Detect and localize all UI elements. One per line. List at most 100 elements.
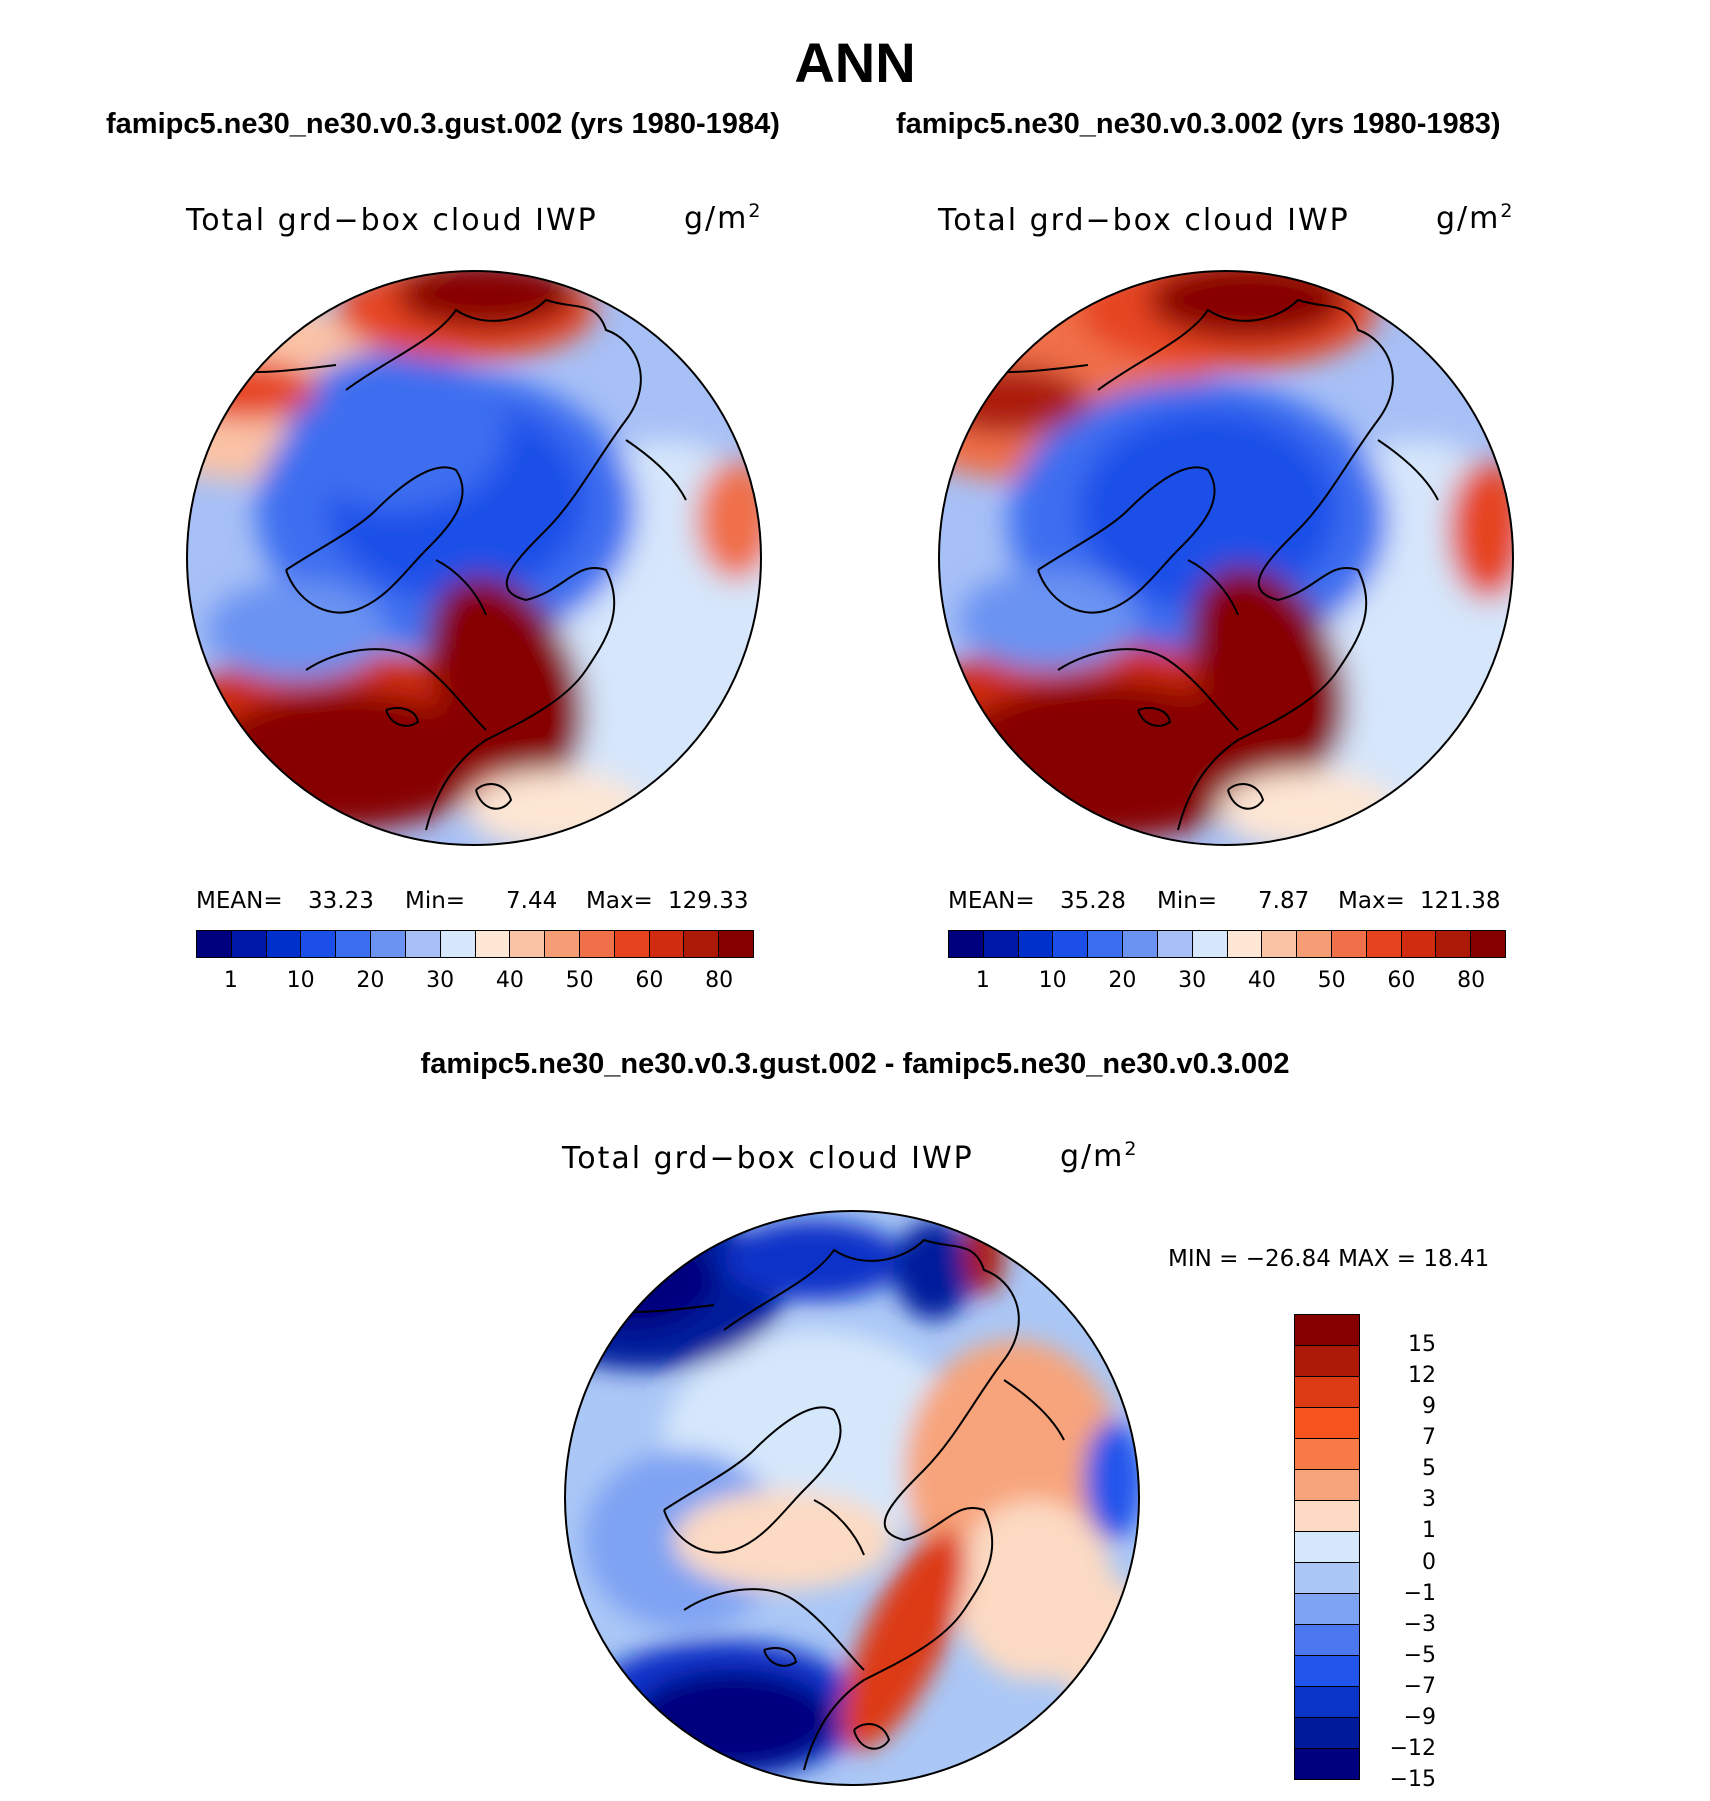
- diff-minmax-label: MIN = −26.84 MAX = 18.41: [1168, 1246, 1490, 1272]
- right-colorbar-tick: 50: [1317, 968, 1346, 993]
- main-title: ANN: [794, 31, 916, 94]
- left-colorbar-segment: [440, 931, 476, 957]
- left-polar-map: [186, 270, 762, 846]
- diff-colorbar-tick: −3: [1403, 1611, 1436, 1637]
- diff-colorbar-tick: −12: [1389, 1735, 1436, 1761]
- diff-colorbar-tick: −7: [1403, 1673, 1436, 1699]
- diff-colorbar-segment: [1295, 1594, 1359, 1625]
- right-mean-label: MEAN=: [948, 888, 1035, 914]
- right-colorbar-segment: [1471, 931, 1505, 957]
- diff-colorbar-tick: 9: [1422, 1394, 1436, 1420]
- diff-colorbar-tick: 7: [1422, 1425, 1436, 1451]
- diff-colorbar-segment: [1295, 1749, 1359, 1779]
- diff-polar-map: [564, 1210, 1140, 1786]
- right-colorbar-segment: [949, 931, 984, 957]
- diff-colorbar-segment: [1295, 1532, 1359, 1563]
- diff-colorbar-segment: [1295, 1346, 1359, 1377]
- right-variable-label: Total grd−box cloud IWP: [938, 203, 1350, 238]
- left-colorbar-tick: 30: [426, 968, 455, 993]
- right-min-label: Min=: [1157, 888, 1218, 914]
- left-colorbar-tick: 40: [495, 968, 524, 993]
- right-colorbar-segment: [1401, 931, 1437, 957]
- panel-left-title: famipc5.ne30_ne30.v0.3.gust.002 (yrs 198…: [106, 108, 780, 140]
- diff-colorbar: [1294, 1314, 1360, 1780]
- right-colorbar-segment: [1262, 931, 1298, 957]
- left-colorbar-tick: 20: [356, 968, 385, 993]
- left-colorbar-segment: [475, 931, 511, 957]
- left-colorbar-segment: [266, 931, 302, 957]
- left-colorbar-tick: 50: [565, 968, 594, 993]
- left-colorbar-segment: [579, 931, 615, 957]
- right-colorbar-tick: 80: [1457, 968, 1486, 993]
- diff-colorbar-tick: 1: [1422, 1518, 1436, 1544]
- left-colorbar: [196, 930, 754, 958]
- right-mean-value: 35.28: [1060, 888, 1126, 914]
- diff-colorbar-segment: [1295, 1315, 1359, 1346]
- right-colorbar-segment: [1227, 931, 1263, 957]
- right-colorbar: [948, 930, 1506, 958]
- diff-colorbar-tick: −5: [1403, 1642, 1436, 1668]
- right-colorbar-segment: [1192, 931, 1228, 957]
- right-colorbar-tick: 60: [1387, 968, 1416, 993]
- left-colorbar-segment: [231, 931, 267, 957]
- panel-right-title: famipc5.ne30_ne30.v0.3.002 (yrs 1980-198…: [896, 108, 1501, 140]
- left-max-label: Max=: [586, 888, 653, 914]
- left-colorbar-segment: [649, 931, 685, 957]
- diff-colorbar-segment: [1295, 1563, 1359, 1594]
- diff-colorbar-tick: 15: [1408, 1332, 1436, 1358]
- diff-colorbar-segment: [1295, 1625, 1359, 1656]
- diff-colorbar-tick: 3: [1422, 1487, 1436, 1513]
- right-colorbar-tick: 10: [1038, 968, 1067, 993]
- right-colorbar-segment: [1018, 931, 1054, 957]
- diff-colorbar-segment: [1295, 1718, 1359, 1749]
- left-mean-label: MEAN=: [196, 888, 283, 914]
- left-colorbar-segment: [371, 931, 406, 957]
- left-colorbar-segment: [336, 931, 372, 957]
- right-colorbar-tick: 20: [1108, 968, 1137, 993]
- left-units-label: g/m2: [684, 200, 763, 236]
- left-colorbar-segment: [545, 931, 580, 957]
- diff-colorbar-segment: [1295, 1470, 1359, 1501]
- right-min-value: 7.87: [1258, 888, 1310, 914]
- left-mean-value: 33.23: [308, 888, 374, 914]
- panel-diff-title: famipc5.ne30_ne30.v0.3.gust.002 - famipc…: [420, 1048, 1290, 1080]
- left-colorbar-segment: [197, 931, 232, 957]
- coastlines: [225, 298, 687, 831]
- diff-colorbar-segment: [1295, 1501, 1359, 1532]
- left-colorbar-segment: [614, 931, 650, 957]
- right-colorbar-tick: 40: [1247, 968, 1276, 993]
- right-max-value: 121.38: [1420, 888, 1501, 914]
- right-colorbar-segment: [1297, 931, 1332, 957]
- left-min-value: 7.44: [506, 888, 558, 914]
- left-colorbar-segment: [684, 931, 720, 957]
- right-colorbar-segment: [983, 931, 1019, 957]
- right-colorbar-tick: 30: [1178, 968, 1207, 993]
- coastlines: [977, 298, 1439, 831]
- diff-colorbar-tick: −15: [1389, 1767, 1436, 1792]
- left-colorbar-segment: [510, 931, 546, 957]
- left-colorbar-tick: 80: [705, 968, 734, 993]
- left-variable-label: Total grd−box cloud IWP: [186, 203, 598, 238]
- diff-colorbar-segment: [1295, 1656, 1359, 1687]
- diff-colorbar-tick: 12: [1408, 1363, 1436, 1389]
- left-colorbar-tick: 1: [223, 968, 238, 993]
- diff-colorbar-segment: [1295, 1377, 1359, 1408]
- left-colorbar-tick: 60: [635, 968, 664, 993]
- diff-colorbar-tick: 0: [1422, 1549, 1436, 1575]
- right-max-label: Max=: [1338, 888, 1405, 914]
- right-colorbar-segment: [1088, 931, 1124, 957]
- right-colorbar-tick: 1: [975, 968, 990, 993]
- left-colorbar-segment: [301, 931, 337, 957]
- right-polar-map: [938, 270, 1514, 846]
- right-colorbar-segment: [1053, 931, 1089, 957]
- diff-colorbar-segment: [1295, 1408, 1359, 1439]
- right-colorbar-segment: [1157, 931, 1193, 957]
- right-colorbar-segment: [1331, 931, 1367, 957]
- right-colorbar-segment: [1366, 931, 1402, 957]
- right-units-label: g/m2: [1436, 200, 1515, 236]
- diff-variable-label: Total grd−box cloud IWP: [562, 1141, 974, 1176]
- left-colorbar-tick: 10: [286, 968, 315, 993]
- right-colorbar-segment: [1123, 931, 1158, 957]
- left-max-value: 129.33: [668, 888, 749, 914]
- left-colorbar-segment: [405, 931, 441, 957]
